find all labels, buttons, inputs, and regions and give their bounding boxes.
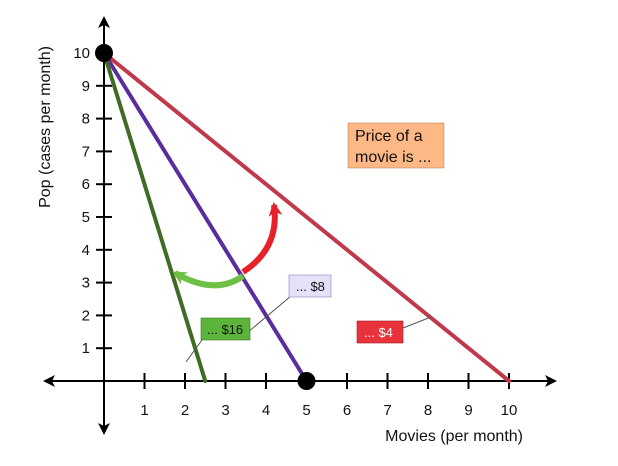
shift-arrow-red — [241, 202, 283, 275]
y-tick-label: 4 — [82, 242, 90, 259]
annotation-line-2: movie is ... — [355, 149, 431, 166]
x-tick-label: 1 — [140, 402, 148, 419]
series-label-8: ... $8 — [296, 279, 325, 294]
x-tick-label: 2 — [181, 402, 189, 419]
series-label-16: ... $16 — [207, 322, 243, 337]
x-tick-label: 4 — [262, 402, 270, 419]
budget-line — [102, 51, 309, 383]
y-tick-label: 7 — [82, 143, 90, 160]
series-label-4: ... $4 — [364, 325, 393, 340]
shift-arrow-green — [172, 270, 245, 289]
series-lines — [102, 51, 511, 383]
budget-line — [102, 51, 208, 383]
x-axis-title: Movies (per month) — [385, 428, 523, 445]
budget-line — [102, 51, 511, 383]
y-tick-label: 8 — [82, 111, 90, 128]
y-tick-label: 10 — [73, 45, 90, 62]
x-tick-label: 5 — [302, 402, 310, 419]
y-tick-label: 2 — [82, 307, 90, 324]
x-tick-label: 10 — [501, 402, 518, 419]
highlight-points — [95, 44, 316, 390]
y-tick-label: 6 — [82, 176, 90, 193]
x-tick-label: 8 — [424, 402, 432, 419]
y-tick-label: 1 — [82, 340, 90, 357]
highlight-point — [95, 44, 113, 62]
y-tick-label: 9 — [82, 78, 90, 95]
label-16: ... $16 — [185, 317, 251, 363]
y-tick-label: 5 — [82, 209, 90, 226]
annotation-line-1: Price of a — [355, 128, 423, 145]
highlight-point — [297, 372, 316, 390]
x-tick-label: 6 — [343, 402, 351, 419]
label-4: ... $4 — [356, 316, 432, 344]
x-tick-label: 3 — [221, 402, 229, 419]
price-annotation: Price of a movie is ... — [347, 122, 445, 169]
y-tick-label: 3 — [82, 275, 90, 292]
x-tick-label: 9 — [464, 402, 472, 419]
ticks: 1 2 3 4 5 6 7 8 9 10 1 2 3 4 5 6 7 8 9 10 — [73, 45, 517, 419]
x-tick-label: 7 — [383, 402, 391, 419]
y-axis-title: Pop (cases per month) — [37, 46, 54, 208]
label-8: ... $8 — [240, 274, 332, 339]
